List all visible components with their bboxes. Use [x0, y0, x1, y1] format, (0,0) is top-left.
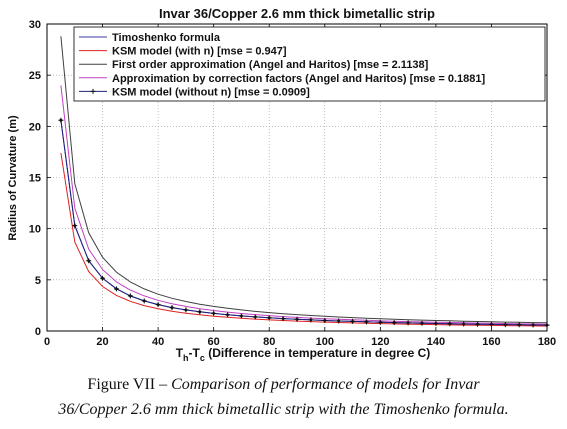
chart: Invar 36/Copper 2.6 mm thick bimetallic … [7, 6, 556, 363]
figure-caption-line-1: Figure VII – Comparison of performance o… [0, 376, 567, 394]
x-tick-label: 60 [208, 336, 220, 348]
x-axis-label-t: T [176, 346, 184, 360]
legend-label: KSM model (with n) [mse = 0.947] [112, 46, 287, 58]
series-point-dot [323, 319, 327, 322]
y-tick-label: 10 [29, 224, 41, 236]
x-axis-ticks: 0 20 40 60 80 100 120 140 160 180 [44, 24, 556, 348]
y-tick-label: 5 [35, 275, 41, 287]
series-point-dot [240, 314, 243, 318]
series-point-dot [156, 303, 160, 307]
series-point-dot [142, 299, 146, 303]
series-point-dot [59, 118, 63, 122]
x-tick-label: 20 [96, 336, 108, 348]
series-point-dot [253, 315, 257, 319]
y-tick-label: 20 [29, 121, 41, 133]
series-point-dot [378, 320, 382, 324]
series-point-dot [531, 323, 535, 327]
series-point-dot [490, 323, 493, 326]
x-axis-label-minus-t: -T [189, 346, 201, 360]
series-point-dot [351, 320, 354, 323]
x-tick-label: 0 [44, 336, 50, 348]
series-point-dot [503, 323, 507, 327]
series-point-dot [365, 320, 368, 324]
series-point-dot [517, 323, 521, 327]
figure-caption-text-1: Comparison of performance of models for … [171, 376, 480, 393]
series-point-dot [198, 310, 202, 314]
y-tick-label: 0 [35, 326, 41, 338]
series-point-dot [406, 321, 410, 325]
legend-label: Approximation by correction factors (Ang… [112, 73, 486, 85]
x-axis-label: Th-Tc (Difference in temperature in degr… [176, 346, 431, 363]
legend-label: KSM model (without n) [mse = 0.0909] [112, 86, 310, 98]
plot-frame [46, 23, 548, 332]
series-point-dot [420, 321, 424, 325]
x-tick-label: 140 [427, 336, 445, 348]
x-axis-label-rest: (Difference in temperature in degree C) [205, 346, 430, 360]
series-point-dot [448, 322, 452, 326]
series-point-dot [73, 224, 77, 227]
chart-title: Invar 36/Copper 2.6 mm thick bimetallic … [159, 6, 435, 21]
series-point-dot [184, 308, 188, 312]
legend: Timoshenko formula KSM model (with n) [ms… [73, 26, 546, 102]
series-point-dot [115, 287, 118, 291]
series-point-dot [101, 276, 104, 280]
x-tick-label: 160 [482, 336, 500, 348]
y-axis-label: Radius of Curvature (m) [7, 115, 19, 241]
series-point-dot [267, 316, 271, 320]
series-point-dot [87, 259, 91, 263]
series-line-3 [60, 85, 548, 325]
series-lines [58, 36, 550, 328]
y-tick-label: 15 [29, 173, 41, 185]
series-point-dot [128, 294, 132, 298]
series-line-0 [60, 120, 548, 326]
series-line-1 [60, 152, 548, 327]
series-point-dot [462, 322, 466, 326]
series-point-dot [295, 317, 299, 321]
x-tick-label: 40 [152, 336, 164, 348]
series-point-dot [337, 319, 341, 323]
series-point-dot [226, 313, 229, 317]
x-tick-label: 120 [371, 336, 389, 348]
x-tick-label: 80 [263, 336, 275, 348]
x-axis-label-sub-h: h [183, 353, 189, 363]
series-point-dot [392, 321, 396, 324]
y-tick-label: 30 [29, 19, 41, 31]
series-point-dot [212, 312, 216, 315]
series-point-dot [281, 317, 285, 320]
y-tick-label: 25 [29, 70, 41, 82]
legend-label: First order approximation (Angel and Har… [112, 59, 429, 71]
x-tick-label: 100 [316, 336, 334, 348]
series-point-dot [170, 306, 174, 309]
x-tick-label: 180 [538, 336, 556, 348]
x-axis-label-sub-c: c [200, 353, 205, 363]
figure-caption-line-2: 36/Copper 2.6 mm thick bimetallic strip … [58, 401, 509, 418]
series-point-dot [476, 322, 479, 326]
series-line-4 [60, 120, 548, 326]
legend-box [73, 26, 546, 102]
series-line-2 [60, 36, 548, 324]
figure-caption-label: Figure VII – [87, 376, 172, 393]
series-point-dot [434, 322, 438, 325]
series-point-dot [309, 318, 313, 322]
legend-marker [90, 88, 96, 94]
legend-label: Timoshenko formula [112, 32, 221, 44]
y-axis-ticks: 0 5 10 15 20 25 30 [29, 19, 547, 338]
